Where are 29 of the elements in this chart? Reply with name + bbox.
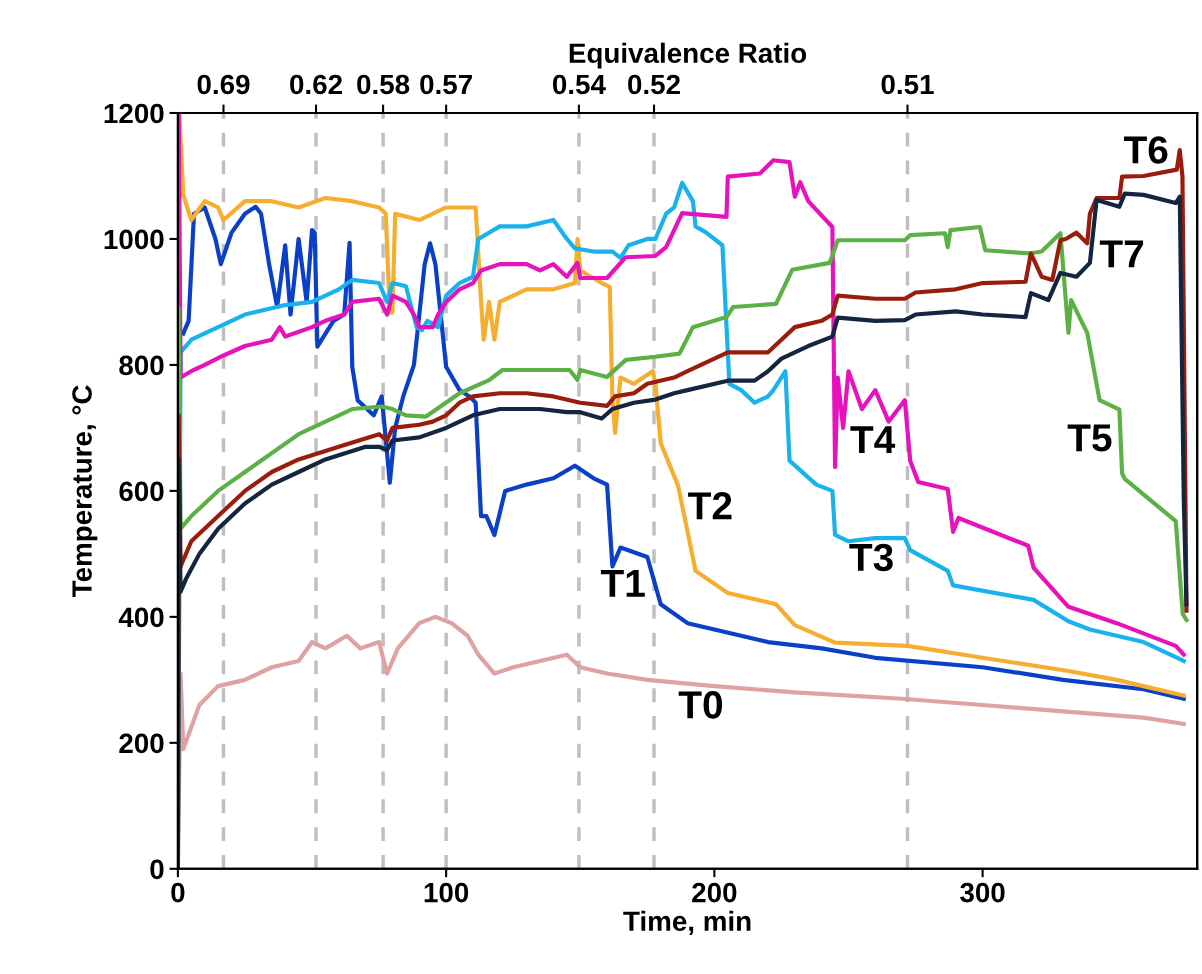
annotation: 0.69	[197, 74, 250, 95]
y-axis-title: Temperature, °C	[72, 385, 98, 597]
series-label: T3	[849, 543, 893, 572]
annotation: 0.58	[357, 74, 410, 95]
y-tick-label: 200	[119, 733, 164, 754]
y-tick-label: 1000	[104, 229, 164, 250]
x-tick-label: 100	[424, 882, 469, 903]
series-label: T4	[850, 426, 896, 454]
series-label: T5	[1067, 424, 1112, 452]
series-label: T2	[688, 492, 732, 520]
annotation: 0.62	[290, 74, 342, 95]
series-label: T0	[678, 691, 723, 719]
series-label: T6	[1123, 136, 1168, 164]
series-label: T1	[600, 569, 645, 597]
annotation: 0.54	[552, 74, 606, 95]
x2-axis-title: Equivalence Ratio	[569, 42, 807, 69]
y-tick-label: 400	[118, 607, 164, 628]
y-tick-label: 600	[119, 481, 164, 502]
y-tick-label: 800	[119, 355, 164, 376]
series-label: T7	[1099, 240, 1144, 268]
x-axis-title: Time, min	[623, 910, 751, 936]
annotation: 0.52	[628, 74, 680, 95]
y-tick-label: 1200	[104, 103, 164, 124]
x-tick-label: 300	[960, 882, 1005, 903]
annotation: 0.51	[881, 74, 934, 95]
x-tick-label: 0	[171, 882, 185, 903]
x-tick-label: 200	[692, 882, 737, 903]
y-tick-label: 0	[150, 859, 164, 880]
annotation: 0.57	[420, 74, 472, 95]
